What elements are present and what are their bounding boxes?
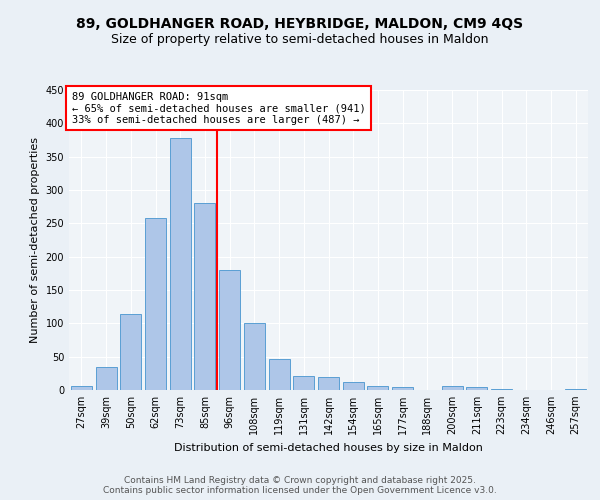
Bar	[343, 382, 364, 390]
Bar	[565, 388, 586, 390]
Bar	[491, 388, 512, 390]
Text: Contains HM Land Registry data © Crown copyright and database right 2025.
Contai: Contains HM Land Registry data © Crown c…	[103, 476, 497, 495]
Bar	[170, 138, 191, 390]
Bar	[95, 368, 116, 390]
Bar	[466, 386, 487, 390]
Bar	[392, 388, 413, 390]
Text: 89, GOLDHANGER ROAD, HEYBRIDGE, MALDON, CM9 4QS: 89, GOLDHANGER ROAD, HEYBRIDGE, MALDON, …	[76, 18, 524, 32]
Bar	[269, 358, 290, 390]
Bar	[244, 324, 265, 390]
Bar	[120, 314, 141, 390]
Bar	[293, 376, 314, 390]
Bar	[71, 386, 92, 390]
X-axis label: Distribution of semi-detached houses by size in Maldon: Distribution of semi-detached houses by …	[174, 442, 483, 452]
Text: Size of property relative to semi-detached houses in Maldon: Size of property relative to semi-detach…	[111, 32, 489, 46]
Bar	[219, 270, 240, 390]
Bar	[194, 202, 215, 390]
Bar	[367, 386, 388, 390]
Bar	[442, 386, 463, 390]
Y-axis label: Number of semi-detached properties: Number of semi-detached properties	[30, 137, 40, 343]
Bar	[145, 218, 166, 390]
Text: 89 GOLDHANGER ROAD: 91sqm
← 65% of semi-detached houses are smaller (941)
33% of: 89 GOLDHANGER ROAD: 91sqm ← 65% of semi-…	[71, 92, 365, 124]
Bar	[318, 376, 339, 390]
